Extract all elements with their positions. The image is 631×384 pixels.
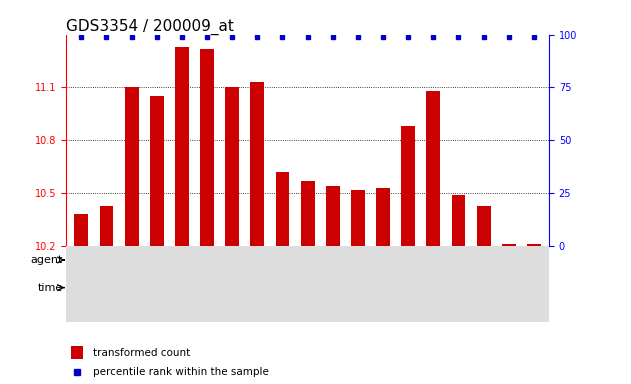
Bar [225,88,239,246]
Text: percentile rank within the sample: percentile rank within the sample [93,367,269,377]
Bar [169,274,194,301]
Bar [251,82,264,246]
Bar [295,274,345,301]
Text: control: control [163,255,201,265]
Text: 4 h: 4 h [349,283,367,293]
Text: agent: agent [31,255,63,265]
Bar [452,195,466,246]
Bar [194,274,245,301]
Bar [527,244,541,246]
Text: 32 h: 32 h [257,283,282,293]
Bar [71,346,83,359]
Bar [150,96,163,246]
Bar [125,88,139,246]
Text: 4 h: 4 h [135,283,153,293]
Text: cadmium: cadmium [394,255,447,265]
Bar [276,172,290,246]
Text: 8 h: 8 h [387,283,404,293]
Bar [351,190,365,246]
Bar [245,274,295,301]
Bar [69,246,295,274]
Bar [175,47,189,246]
Bar [295,246,546,274]
Bar [69,274,119,301]
Bar [301,181,314,246]
Text: 0 h: 0 h [311,283,329,293]
Bar [427,91,440,246]
Text: time: time [38,283,63,293]
Text: GDS3354 / 200009_at: GDS3354 / 200009_at [66,18,234,35]
Text: transformed count: transformed count [93,348,190,358]
Text: 16 h: 16 h [208,283,232,293]
Bar [345,274,370,301]
Bar [119,274,169,301]
Bar [421,274,471,301]
Text: 16 h: 16 h [433,283,458,293]
Bar [100,205,114,246]
Bar [502,244,516,246]
Bar [376,188,390,246]
Bar [471,274,546,301]
Bar [200,49,214,246]
Text: 0 h: 0 h [85,283,103,293]
Text: 8 h: 8 h [173,283,191,293]
Bar [476,205,490,246]
Bar [370,274,421,301]
Bar [74,214,88,246]
Text: 32 h: 32 h [497,283,521,293]
Bar [326,186,339,246]
Bar [401,126,415,246]
